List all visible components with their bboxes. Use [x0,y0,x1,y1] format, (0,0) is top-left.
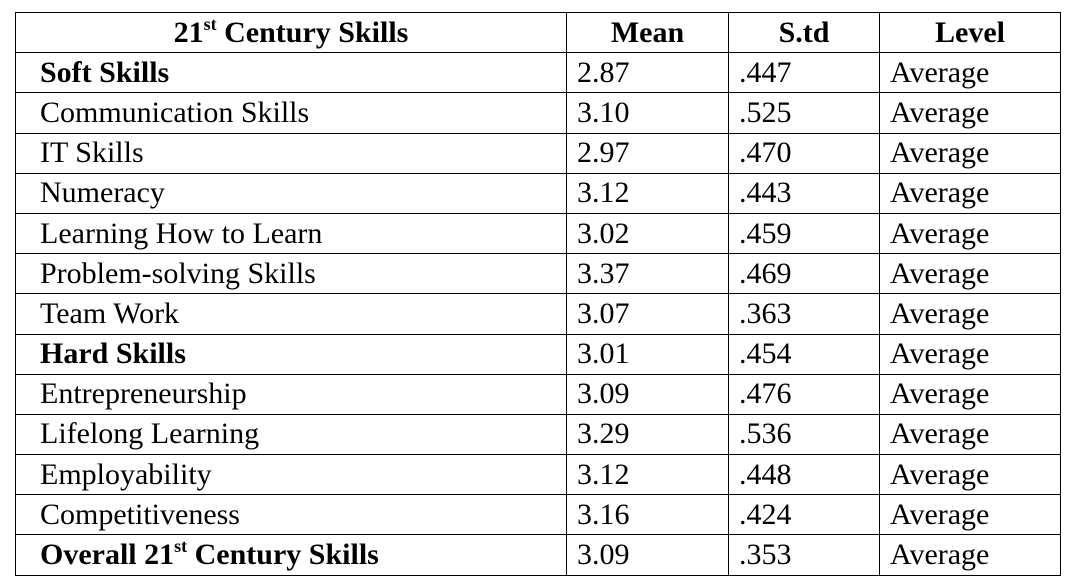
cell-mean: 3.12 [566,172,729,214]
overall-row: Overall 21st Century Skills 3.09 .353 Av… [15,534,1061,576]
cell-skill: Entrepreneurship [15,373,567,415]
cell-skill: Learning How to Learn [15,212,567,255]
skills-table: 21st Century Skills Mean S.td Level Soft… [15,11,1061,576]
overall-skill-prefix: Overall 21 [40,538,175,572]
cell-mean: 3.37 [566,253,729,295]
cell-std: .363 [728,293,880,335]
cell-level: Average [879,92,1061,134]
cell-skill: Communication Skills [15,92,567,134]
table-row: Lifelong Learning 3.29 .536 Average [15,413,1061,456]
cell-std: .424 [728,494,880,536]
table-body: Soft Skills 2.87 .447 Average Communicat… [15,52,1061,576]
cell-mean: 3.01 [566,333,729,375]
cell-skill: Hard Skills [15,333,567,375]
cell-level: Average [879,253,1061,295]
header-mean: Mean [566,11,729,54]
table-row: Problem-solving Skills 3.37 .469 Average [15,253,1061,295]
header-skill-suffix: Century Skills [216,15,409,49]
cell-overall-level: Average [879,534,1061,576]
table-row: IT Skills 2.97 .470 Average [15,132,1061,174]
header-skill: 21st Century Skills [15,11,567,54]
cell-level: Average [879,373,1061,415]
cell-mean: 3.12 [566,454,729,496]
cell-mean: 3.10 [566,92,729,134]
overall-skill-sup: st [174,536,188,557]
table-row: Soft Skills 2.87 .447 Average [15,52,1061,94]
table-row: Competitiveness 3.16 .424 Average [15,494,1061,536]
cell-overall-mean: 3.09 [566,534,729,576]
cell-mean: 3.02 [566,212,729,255]
cell-mean: 3.07 [566,293,729,335]
table-row: Team Work 3.07 .363 Average [15,293,1061,335]
cell-level: Average [879,212,1061,255]
cell-std: .459 [728,212,880,255]
cell-skill: Soft Skills [15,52,567,94]
table-row: Communication Skills 3.10 .525 Average [15,92,1061,134]
cell-mean: 3.09 [566,373,729,415]
cell-mean: 3.16 [566,494,729,536]
cell-level: Average [879,454,1061,496]
table-header: 21st Century Skills Mean S.td Level [15,11,1061,54]
overall-skill-suffix: Century Skills [187,538,379,572]
cell-std: .525 [728,92,880,134]
cell-skill: Numeracy [15,172,567,214]
header-std: S.td [728,11,880,54]
cell-skill: IT Skills [15,132,567,174]
cell-skill: Competitiveness [15,494,567,536]
cell-std: .470 [728,132,880,174]
cell-level: Average [879,132,1061,174]
header-level: Level [879,11,1061,54]
header-row: 21st Century Skills Mean S.td Level [15,11,1061,54]
cell-std: .476 [728,373,880,415]
cell-mean: 2.97 [566,132,729,174]
cell-std: .447 [728,52,880,94]
cell-level: Average [879,293,1061,335]
cell-level: Average [879,172,1061,214]
table-row: Learning How to Learn 3.02 .459 Average [15,212,1061,255]
cell-skill: Lifelong Learning [15,413,567,456]
cell-level: Average [879,413,1061,456]
cell-skill: Problem-solving Skills [15,253,567,295]
cell-skill: Employability [15,454,567,496]
header-skill-sup: st [203,13,217,34]
cell-overall-skill: Overall 21st Century Skills [15,534,567,576]
cell-std: .448 [728,454,880,496]
cell-std: .469 [728,253,880,295]
table-row: Entrepreneurship 3.09 .476 Average [15,373,1061,415]
cell-level: Average [879,494,1061,536]
cell-mean: 3.29 [566,413,729,456]
table-row: Hard Skills 3.01 .454 Average [15,333,1061,375]
cell-overall-std: .353 [728,534,880,576]
cell-skill: Team Work [15,293,567,335]
cell-mean: 2.87 [566,52,729,94]
cell-level: Average [879,52,1061,94]
table-row: Employability 3.12 .448 Average [15,454,1061,496]
cell-std: .536 [728,413,880,456]
header-skill-prefix: 21 [173,15,204,49]
cell-std: .443 [728,172,880,214]
table-row: Numeracy 3.12 .443 Average [15,172,1061,214]
cell-std: .454 [728,333,880,375]
cell-level: Average [879,333,1061,375]
